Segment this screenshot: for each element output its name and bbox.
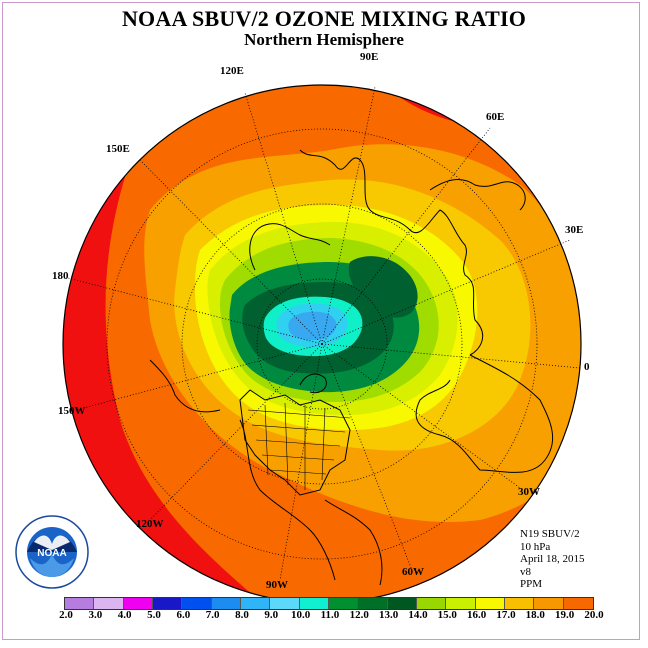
info-date: April 18, 2015 (520, 553, 585, 565)
colorbar-swatch (211, 598, 241, 609)
lon-label-180: 180 (52, 270, 69, 282)
info-version: v8 (520, 565, 531, 578)
colorbar-swatch (152, 598, 183, 609)
colorbar-swatch (475, 598, 505, 609)
lon-label-30e: 30E (565, 224, 583, 236)
colorbar-labels: 2.0 3.0 4.0 5.0 6.0 7.0 8.0 9.0 10.0 11.0 12.0 13.0… (50, 609, 610, 623)
colorbar-swatch (563, 598, 593, 609)
lon-label-60w: 60W (402, 566, 424, 578)
noaa-logo-text: NOAA (37, 548, 66, 559)
colorbar-tick-label: 10.0 (291, 609, 311, 621)
colorbar-tick-label: 2.0 (59, 609, 73, 621)
noaa-logo: NOAA (15, 515, 89, 589)
colorbar-tick-label: 12.0 (349, 609, 369, 621)
lon-label-30w: 30W (518, 486, 540, 498)
colorbar-swatch (123, 598, 153, 609)
image-frame (2, 2, 640, 640)
colorbar-swatch (270, 598, 300, 609)
colorbar-tick-label: 14.0 (408, 609, 428, 621)
colorbar-swatch (358, 598, 388, 609)
lon-label-90e: 90E (360, 51, 378, 63)
colorbar-swatch (182, 598, 212, 609)
colorbar (64, 597, 594, 610)
colorbar-tick-label: 15.0 (437, 609, 457, 621)
colorbar-tick-label: 3.0 (88, 609, 103, 621)
colorbar-tick-label: 11.0 (320, 609, 340, 621)
colorbar-swatch (387, 598, 417, 609)
colorbar-swatch (94, 598, 124, 609)
colorbar-swatch (299, 598, 329, 609)
coastlines (149, 149, 554, 586)
colorbar-tick-label: 16.0 (466, 609, 487, 621)
product-info: N19 SBUV/2 10 hPa April 18, 2015 v8 PPM (520, 528, 584, 591)
latitude-circles (106, 128, 538, 560)
colorbar-tick-label: 6.0 (176, 609, 191, 621)
map-title: NOAA SBUV/2 OZONE MIXING RATIO (121, 6, 527, 31)
colorbar-tick-label: 9.0 (264, 609, 279, 621)
ozone-field (63, 85, 581, 603)
colorbar-swatch (328, 598, 359, 609)
lon-label-0: 0 (584, 361, 590, 373)
lon-label-120e: 120E (220, 65, 244, 77)
colorbar-tick-label: 18.0 (525, 609, 545, 621)
colorbar-tick-label: 13.0 (379, 609, 399, 621)
colorbar-tick-label: 17.0 (496, 609, 516, 621)
colorbar-tick-label: 8.0 (235, 609, 249, 621)
colorbar-swatch (534, 598, 564, 609)
colorbar-swatch (416, 598, 447, 609)
colorbar-swatch (65, 598, 95, 609)
colorbar-tick-label: 4.0 (117, 609, 132, 621)
lon-label-120w: 120W (136, 518, 164, 530)
meridians (67, 86, 581, 581)
colorbar-swatch (240, 598, 271, 609)
colorbar-swatch (446, 598, 476, 609)
info-satellite: N19 SBUV/2 (520, 528, 580, 540)
lon-label-90w: 90W (266, 579, 288, 591)
political-boundaries (247, 402, 351, 490)
colorbar-tick-label: 7.0 (205, 609, 220, 621)
map-subtitle: Northern Hemisphere (244, 30, 404, 49)
colorbar-tick-label: 20.0 (584, 609, 604, 621)
colorbar-swatch (504, 598, 535, 609)
lon-label-60e: 60E (486, 111, 504, 123)
lon-label-150e: 150E (106, 143, 130, 155)
info-level: 10 hPa (520, 540, 551, 553)
lon-label-150w: 150W (58, 405, 86, 417)
info-units: PPM (520, 578, 543, 590)
colorbar-tick-label: 5.0 (147, 609, 161, 621)
colorbar-tick-label: 19.0 (554, 609, 575, 621)
